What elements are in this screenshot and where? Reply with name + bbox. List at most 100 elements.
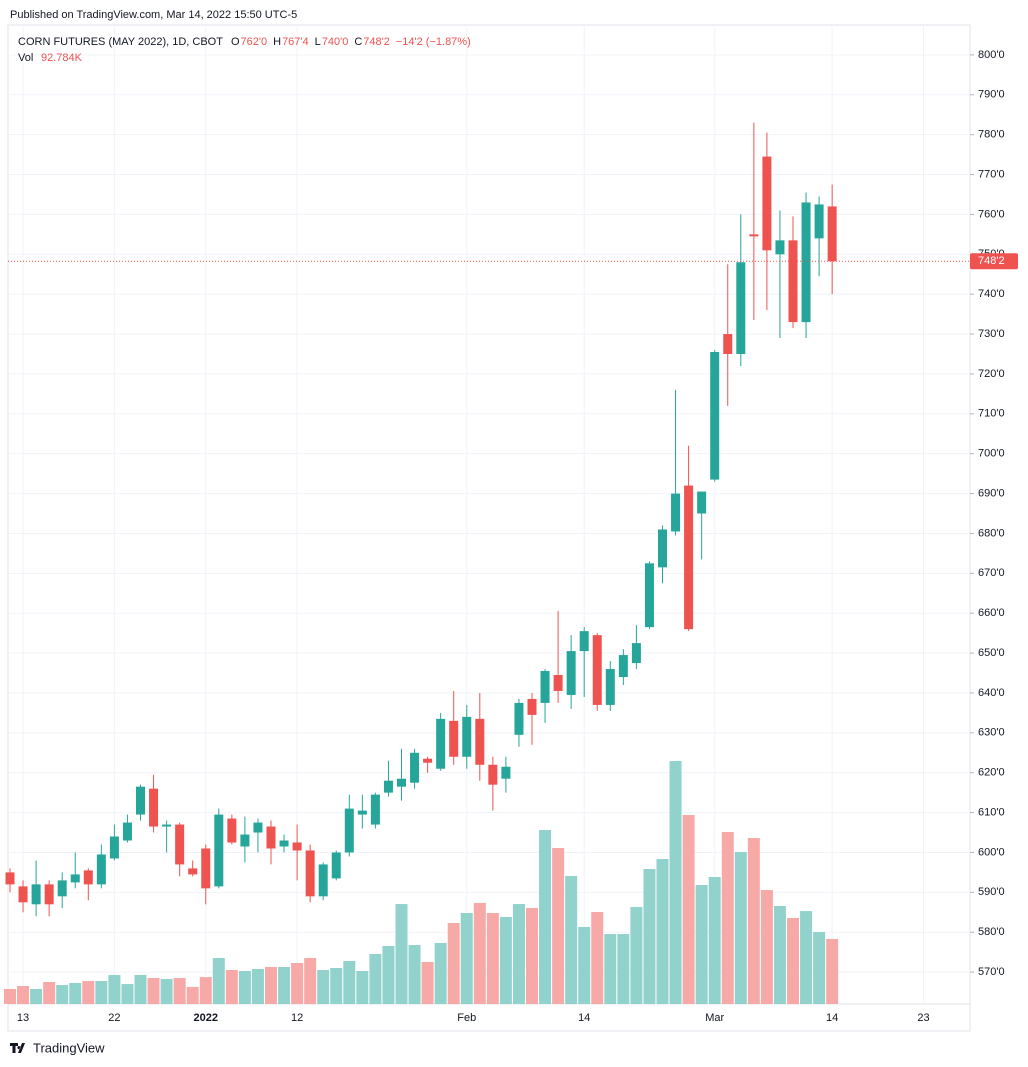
volume-bar — [578, 927, 591, 1004]
volume-bar — [813, 931, 826, 1004]
x-tick-label: 12 — [291, 1012, 303, 1024]
candle-body — [201, 848, 211, 889]
volume-bar — [460, 913, 473, 1004]
volume-name: Vol — [18, 52, 33, 64]
candle-body — [149, 788, 159, 827]
candle-body — [736, 262, 746, 354]
volume-bar — [486, 913, 499, 1004]
volume-bar — [304, 957, 317, 1004]
volume-bar — [747, 838, 760, 1004]
volume-bar — [734, 851, 747, 1004]
candle-body — [344, 808, 354, 853]
candle-body — [553, 675, 563, 691]
volume-bar — [539, 829, 552, 1004]
y-tick-label: 680'0 — [978, 527, 1005, 539]
volume-bar — [56, 985, 69, 1004]
candle-body — [540, 671, 550, 703]
ohlc-key: O — [231, 36, 240, 48]
candle-body — [83, 870, 93, 885]
ohlc-value: 740'0 — [322, 36, 349, 48]
candle-body — [5, 872, 15, 885]
y-tick-label: 620'0 — [978, 767, 1005, 779]
candle-body — [671, 493, 681, 532]
volume-value: 92.784K — [41, 52, 83, 64]
x-tick-label: 22 — [108, 1012, 120, 1024]
candle-body — [462, 716, 472, 757]
candle-body — [436, 718, 446, 769]
volume-bar — [265, 967, 277, 1004]
volume-bar — [826, 939, 839, 1004]
candle-body — [644, 563, 654, 628]
y-tick-label: 800'0 — [978, 49, 1005, 61]
x-tick-label: Mar — [705, 1012, 724, 1024]
y-tick-label: 660'0 — [978, 607, 1005, 619]
volume-bar — [251, 968, 264, 1004]
volume-bar — [773, 906, 786, 1004]
plot-frame — [7, 24, 971, 1032]
candle-body — [410, 752, 420, 783]
candle-body — [279, 840, 289, 847]
candle-body — [266, 826, 276, 849]
volume-bar — [17, 985, 30, 1004]
candle-body — [214, 814, 224, 887]
volume-bar — [395, 904, 408, 1004]
x-tick-label: 2022 — [194, 1012, 218, 1024]
volume-bar — [147, 978, 160, 1004]
candle-body — [96, 854, 106, 885]
volume-bar — [434, 942, 447, 1004]
volume-bar — [512, 904, 525, 1004]
candle-body — [488, 764, 498, 785]
volume-bar — [695, 884, 708, 1004]
volume-bar — [225, 970, 238, 1004]
y-tick-label: 790'0 — [978, 89, 1005, 101]
candle-body — [397, 778, 406, 787]
volume-bar — [382, 945, 395, 1004]
candle-body — [658, 529, 667, 568]
volume-bar — [565, 876, 578, 1004]
volume-bar — [473, 902, 486, 1004]
y-tick-label: 690'0 — [978, 487, 1005, 499]
volume-bar — [121, 984, 134, 1004]
volume-bar — [330, 967, 343, 1004]
candle-body — [723, 334, 733, 354]
published-note: Published on TradingView.com, Mar 14, 20… — [10, 9, 297, 21]
volume-bar — [408, 945, 421, 1004]
y-tick-label: 710'0 — [978, 408, 1005, 420]
candle-body — [188, 868, 198, 875]
candle-body — [109, 836, 119, 859]
candle-body — [697, 491, 707, 514]
grid — [8, 25, 970, 1004]
y-tick-label: 610'0 — [978, 806, 1005, 818]
volume-bar — [682, 815, 695, 1004]
candle-body — [592, 635, 602, 705]
volume-bar — [526, 908, 538, 1004]
axes: 570'0 580'0 590'0 600'0 610'0 620'0 630'0 640'0… — [8, 49, 1018, 1024]
candle-body — [18, 886, 28, 903]
candle-body — [292, 842, 302, 851]
volume-bar — [4, 989, 16, 1004]
candle-body — [514, 702, 524, 735]
x-tick-label: 14 — [578, 1012, 590, 1024]
volume-bar — [800, 911, 813, 1004]
candle-body — [253, 822, 263, 833]
volume-bar — [95, 981, 108, 1004]
volume-bar — [708, 877, 721, 1004]
volume-bar — [30, 989, 43, 1004]
symbol-title: CORN FUTURES (MAY 2022), 1D, CBOT — [18, 36, 223, 48]
y-tick-label: 740'0 — [978, 288, 1005, 300]
x-tick-label: 13 — [17, 1012, 29, 1024]
ohlc-key: H — [273, 36, 281, 48]
volume-bar — [669, 761, 682, 1004]
volume-bar — [643, 869, 656, 1004]
candle-body — [814, 204, 824, 239]
volume-bar — [356, 971, 369, 1004]
volume-bar — [656, 858, 669, 1004]
candle-body — [383, 780, 393, 793]
volume-bar — [591, 912, 604, 1004]
y-tick-label: 760'0 — [978, 208, 1005, 220]
y-tick-label: 640'0 — [978, 687, 1005, 699]
candle-body — [527, 698, 537, 715]
volume-bar — [43, 982, 56, 1004]
candle-body — [762, 156, 772, 251]
candle-body — [318, 864, 328, 897]
